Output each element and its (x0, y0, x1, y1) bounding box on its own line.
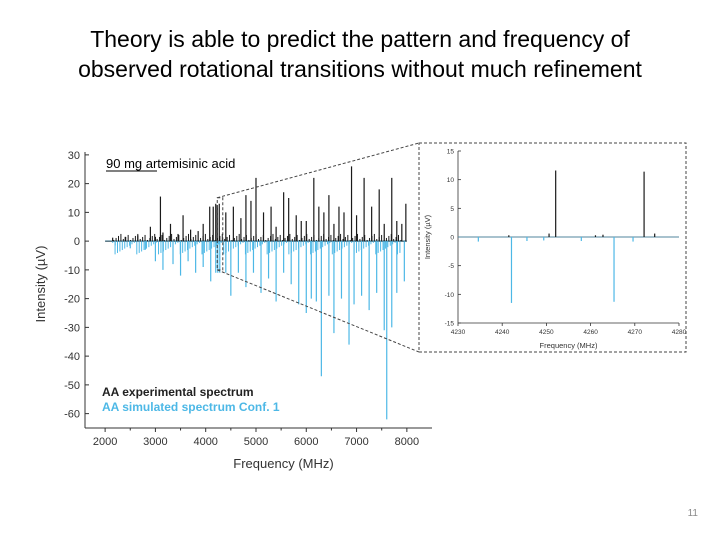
zoom-connector-top (217, 142, 420, 199)
inset-x-tick-label: 4230 (451, 329, 466, 336)
y-tick-label: 10 (68, 207, 80, 219)
y-tick-label: -50 (64, 380, 80, 392)
y-tick-label: -40 (64, 351, 80, 363)
page-number: 11 (687, 508, 698, 519)
x-tick-label: 8000 (395, 436, 419, 448)
inset-y-tick-label: 10 (447, 177, 455, 184)
x-tick-label: 2000 (93, 436, 117, 448)
zoom-region-box (216, 197, 224, 271)
x-tick-label: 4000 (193, 436, 217, 448)
inset-y-tick-label: 0 (450, 235, 454, 242)
zoom-connector-lines (217, 142, 420, 353)
inset-x-tick-label: 4250 (539, 329, 554, 336)
legend-simulated: AA simulated spectrum Conf. 1 (102, 400, 280, 414)
inset-y-axis-label: Intensity (µV) (423, 214, 432, 259)
inset-y-tick-label: 15 (447, 149, 455, 156)
inset-x-tick-label: 4280 (672, 329, 687, 336)
y-tick-label: 20 (68, 179, 80, 191)
inset-y-tick-label: 5 (450, 206, 454, 213)
y-tick-label: -20 (64, 294, 80, 306)
y-tick-label: 30 (68, 150, 80, 162)
y-tick-label: -60 (64, 409, 80, 421)
zoom-connector-bottom (217, 269, 420, 353)
inset-x-tick-label: 4270 (628, 329, 643, 336)
x-tick-label: 5000 (244, 436, 268, 448)
x-axis-label: Frequency (MHz) (233, 456, 333, 471)
inset-y-tick-label: -10 (445, 292, 455, 299)
y-axis-label: Intensity (µV) (33, 246, 48, 323)
main-spectrum-plot: 30 20 10 0 -10 -20 -30 -40 -50 -60 2000 3000 4000 500… (33, 150, 432, 471)
inset-x-axis-label: Frequency (MHz) (540, 341, 598, 350)
y-tick-label: -10 (64, 265, 80, 277)
sample-annotation: 90 mg artemisinic acid (106, 156, 235, 171)
y-tick-label: 0 (74, 236, 80, 248)
x-tick-label: 7000 (344, 436, 368, 448)
slide-title: Theory is able to predict the pattern an… (0, 24, 720, 84)
y-tick-label: -30 (64, 322, 80, 334)
x-tick-label: 6000 (294, 436, 318, 448)
title-line-2: observed rotational transitions without … (78, 56, 642, 82)
x-tick-label: 3000 (143, 436, 167, 448)
inset-y-tick-label: -5 (448, 263, 454, 270)
legend-experimental: AA experimental spectrum (102, 385, 254, 399)
inset-frame (418, 142, 687, 353)
inset-x-tick-label: 4240 (495, 329, 510, 336)
title-line-1: Theory is able to predict the pattern an… (90, 26, 630, 52)
inset-x-tick-label: 4260 (583, 329, 598, 336)
inset-y-tick-label: -15 (445, 321, 455, 328)
